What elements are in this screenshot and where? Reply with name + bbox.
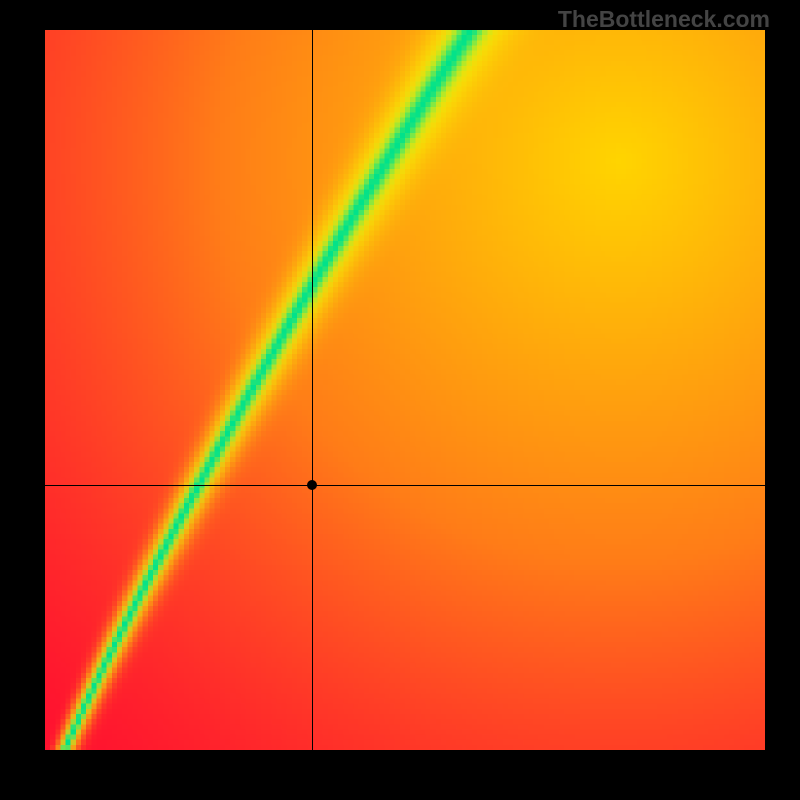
heatmap-canvas	[45, 30, 765, 750]
watermark-text: TheBottleneck.com	[558, 6, 770, 33]
data-point-marker	[307, 480, 317, 490]
heatmap-plot	[45, 30, 765, 750]
crosshair-horizontal	[45, 485, 765, 486]
crosshair-vertical	[312, 30, 313, 750]
